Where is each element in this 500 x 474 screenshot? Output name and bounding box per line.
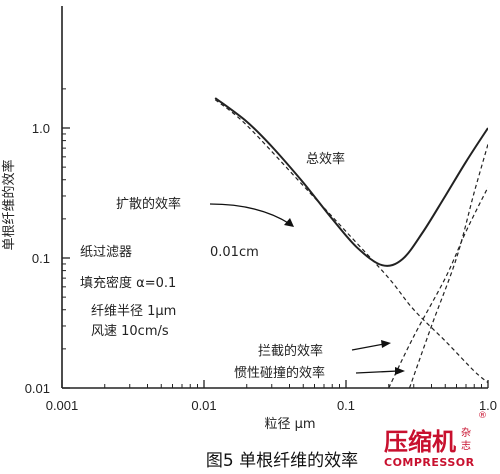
axis-ticks: 0.001 0.01 0.1 1.0 0.01 0.1 1.0 bbox=[25, 88, 497, 413]
svg-text:®: ® bbox=[478, 411, 487, 421]
series-line-2 bbox=[388, 187, 488, 388]
y-tick-label: 0.1 bbox=[32, 251, 50, 266]
interception-arrow bbox=[351, 343, 385, 351]
figure-caption: 图5 单根纤维的效率 bbox=[206, 451, 358, 471]
total-efficiency-label: 总效率 bbox=[306, 151, 345, 167]
interception-arrow-head bbox=[381, 340, 391, 348]
inertial-arrow-head bbox=[395, 367, 405, 375]
x-axis-title: 粒径 μm bbox=[264, 417, 315, 432]
y-tick-label: 1.0 bbox=[32, 121, 50, 136]
x-tick-label: 1.0 bbox=[479, 398, 497, 413]
diffusion-efficiency-label: 扩散的效率 bbox=[116, 196, 181, 212]
inertial-efficiency-label: 惯性碰撞的效率 bbox=[234, 365, 325, 381]
filter-size-label: 0.01cm bbox=[210, 245, 259, 260]
svg-text:杂: 杂 bbox=[461, 427, 471, 439]
y-axis-title: 单根纤维的效率 bbox=[1, 159, 17, 250]
svg-text:志: 志 bbox=[461, 439, 471, 452]
series-line-3 bbox=[408, 144, 488, 388]
svg-text:COMPRESSOR: COMPRESSOR bbox=[384, 456, 475, 469]
filter-label: 纸过滤器 bbox=[80, 245, 132, 260]
compressor-watermark-logo: 压缩机 杂 志 ® COMPRESSOR bbox=[384, 411, 487, 469]
series-line-0 bbox=[214, 97, 488, 267]
packing-density-label: 填充密度 α=0.1 bbox=[80, 275, 176, 291]
interception-efficiency-label: 拦截的效率 bbox=[258, 343, 323, 359]
diffusion-arrow-head bbox=[284, 218, 294, 227]
inertial-arrow bbox=[355, 370, 399, 374]
diffusion-arrow bbox=[209, 203, 291, 225]
x-tick-label: 0.001 bbox=[46, 398, 79, 413]
svg-text:压缩机: 压缩机 bbox=[384, 428, 456, 456]
series-lines bbox=[214, 97, 488, 388]
fiber-radius-label: 纤维半径 1μm bbox=[91, 304, 176, 319]
x-tick-label: 0.1 bbox=[337, 398, 355, 413]
wind-speed-label: 风速 10cm/s bbox=[91, 324, 169, 339]
y-tick-label: 0.01 bbox=[25, 381, 50, 396]
x-tick-label: 0.01 bbox=[191, 398, 216, 413]
